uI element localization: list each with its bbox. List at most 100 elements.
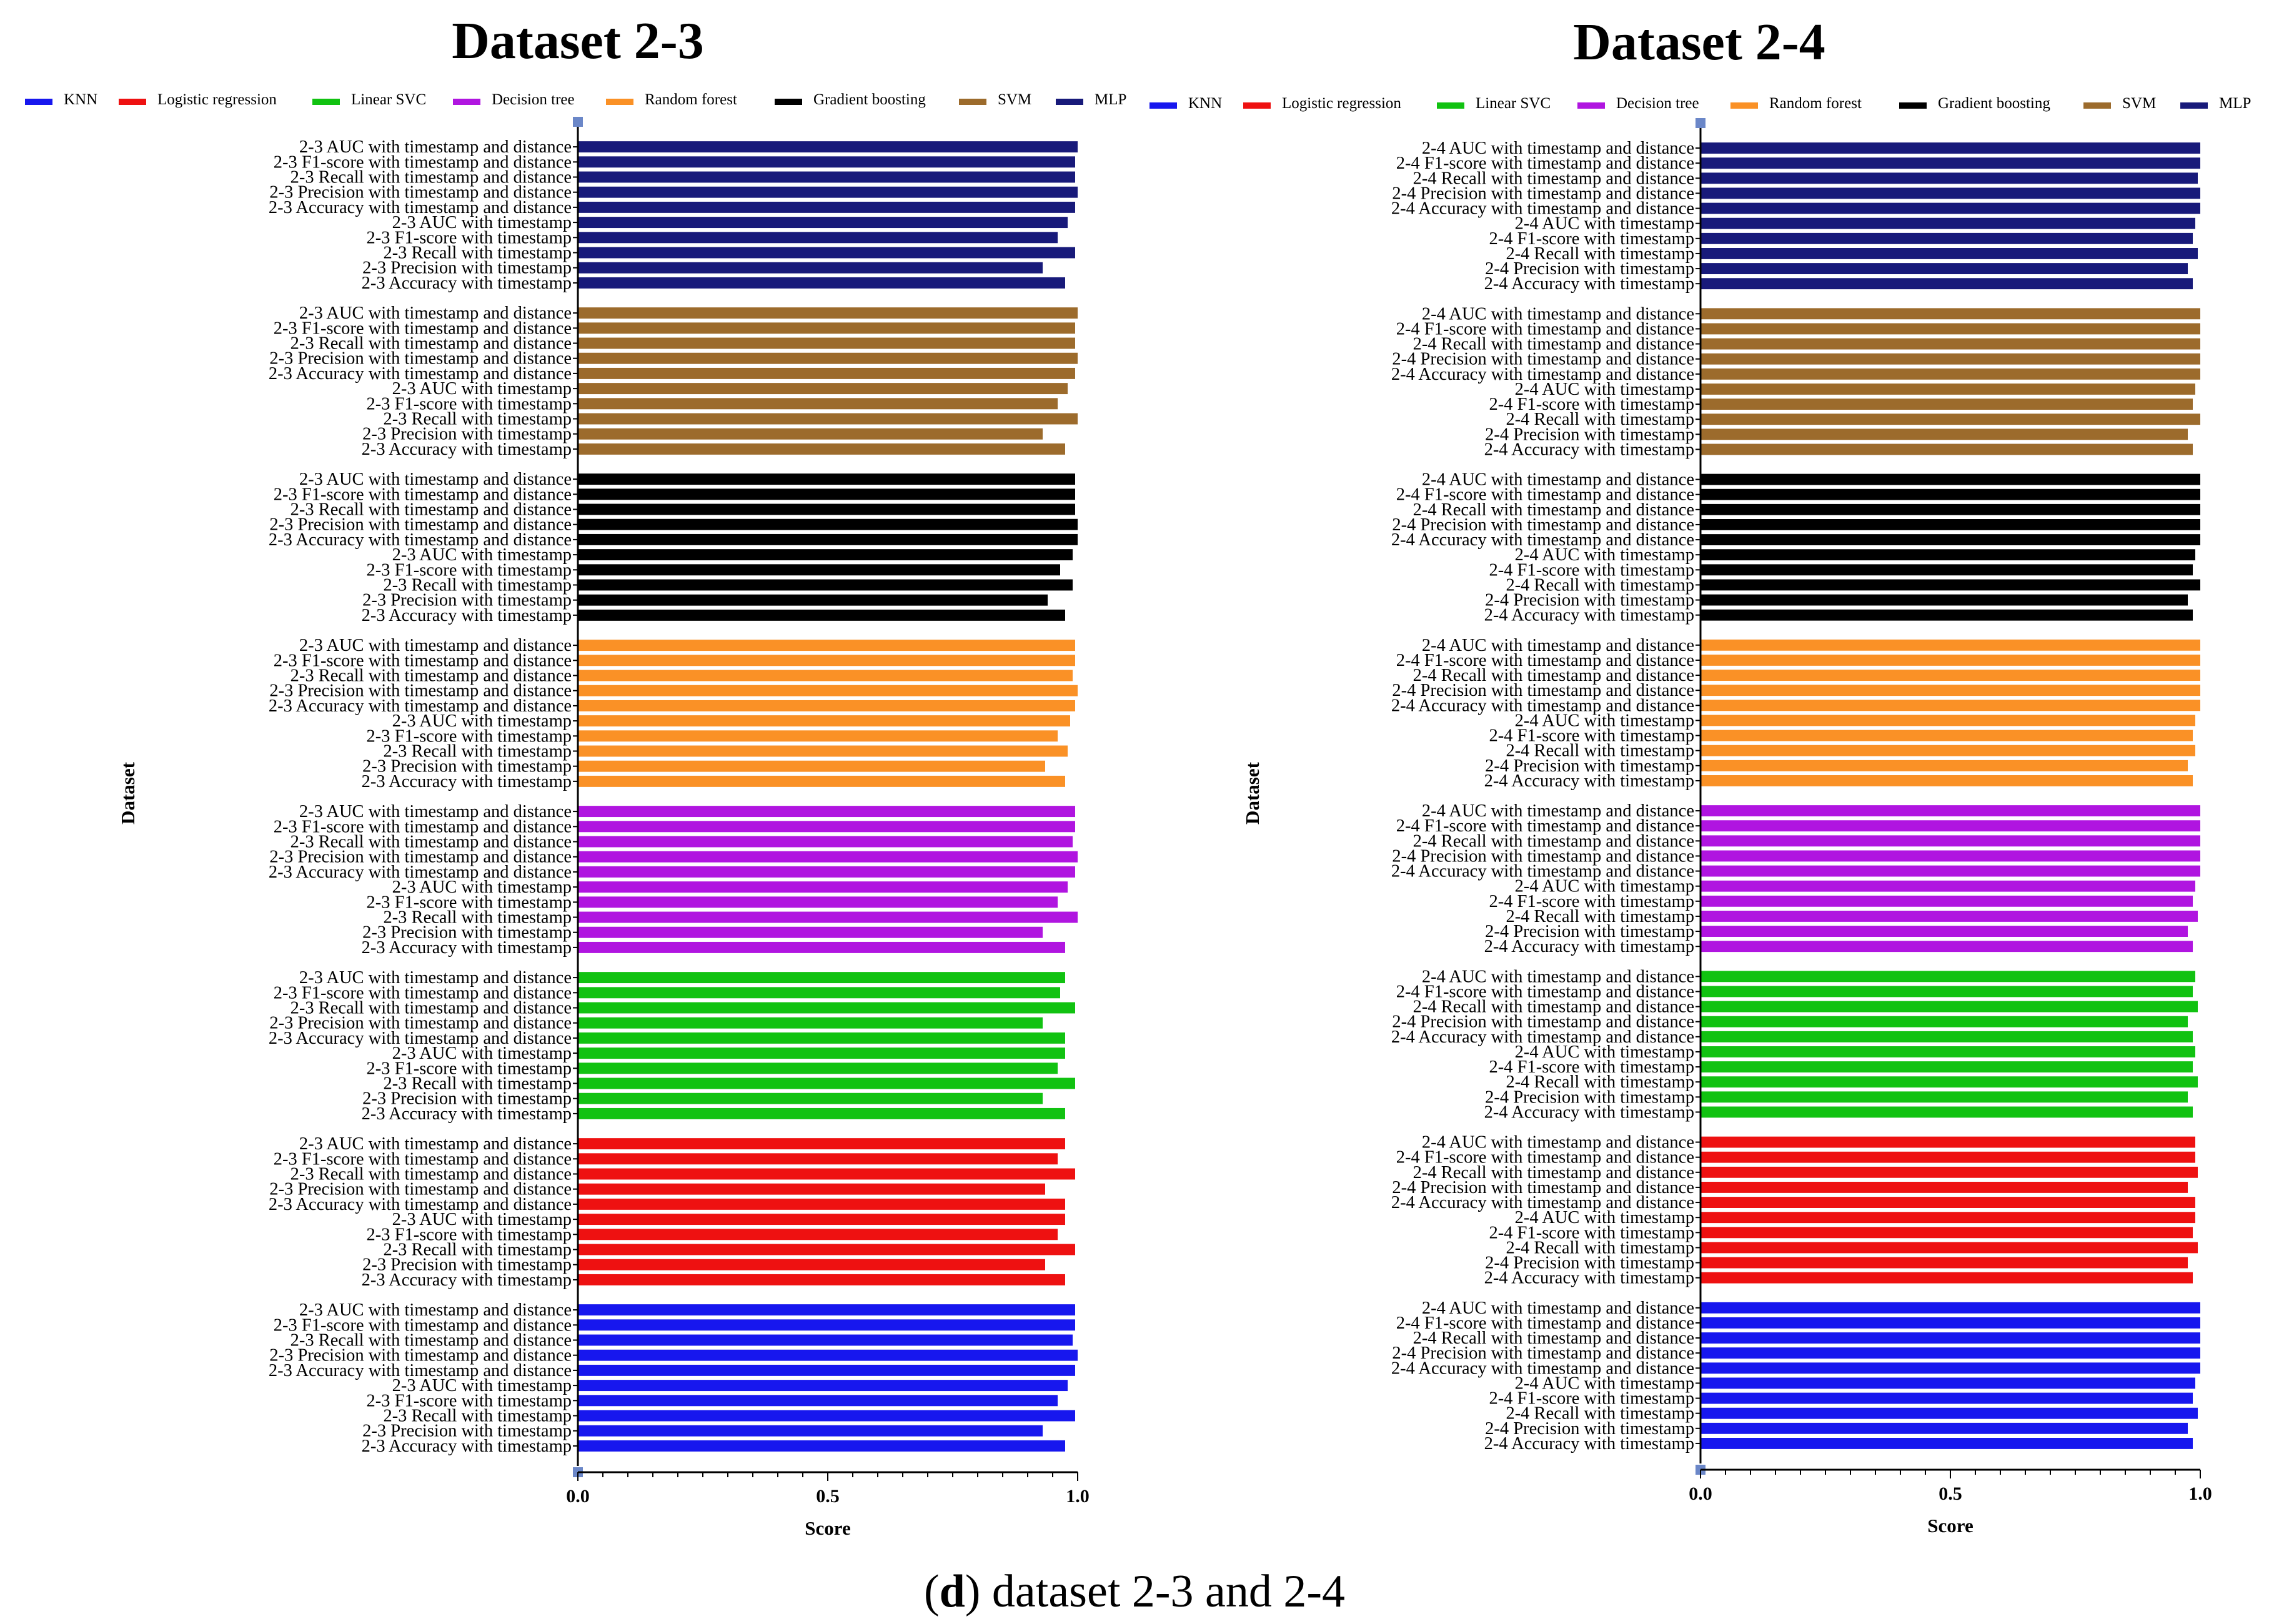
bar [578, 1092, 1043, 1104]
category-label: 2-3 Precision with timestamp [362, 923, 572, 943]
bar [1701, 1317, 2200, 1329]
category-label: 2-4 Accuracy with timestamp [1484, 440, 1694, 459]
category-label: 2-3 F1-score with timestamp [367, 1059, 572, 1078]
category-label: 2-4 F1-score with timestamp [1489, 1223, 1695, 1242]
legend-swatch [2083, 102, 2111, 109]
bar [578, 383, 1068, 395]
category-label: 2-3 Accuracy with timestamp [362, 440, 572, 459]
bar [1701, 428, 2188, 440]
bar [578, 232, 1058, 244]
legend-item-knn: KNN [25, 91, 97, 108]
legend-item-decision-tree: Decision tree [1577, 95, 1699, 112]
bar [1701, 549, 2195, 561]
category-label: 2-4 Recall with timestamp [1506, 1404, 1694, 1423]
category-label: 2-4 Precision with timestamp [1485, 425, 1694, 444]
bar [1701, 745, 2195, 756]
bar [1701, 1272, 2193, 1284]
y-axis-marker-top [573, 117, 583, 127]
bar [1701, 278, 2193, 290]
axes: 0.0 0.5 1.0 Score Dataset [1241, 118, 2212, 1537]
bar [1701, 941, 2193, 953]
category-label: 2-4 Recall with timestamp [1506, 907, 1694, 926]
category-label: 2-4 AUC with timestamp and distance [1422, 1133, 1694, 1152]
category-label: 2-3 Precision with timestamp and distanc… [269, 1180, 572, 1199]
bar [578, 322, 1075, 334]
bar [1701, 1407, 2198, 1419]
category-label: 2-4 Accuracy with timestamp and distance [1391, 530, 1694, 550]
legend-item-linear-svc: Linear SVC [1437, 95, 1551, 112]
category-label: 2-3 AUC with timestamp [392, 711, 572, 731]
category-label: 2-3 Recall with timestamp [383, 908, 572, 928]
category-label: 2-4 Recall with timestamp and distance [1413, 169, 1694, 188]
bar [1701, 338, 2200, 350]
category-label: 2-3 Precision with timestamp and distanc… [269, 848, 572, 867]
category-label: 2-4 Accuracy with timestamp and distance [1391, 199, 1694, 219]
bar [1701, 413, 2200, 425]
category-label: 2-3 Accuracy with timestamp and distance [269, 198, 572, 217]
category-label: 2-3 Recall with timestamp and distance [290, 666, 572, 686]
category-label: 2-3 Precision with timestamp and distanc… [269, 349, 572, 369]
bar [1701, 263, 2188, 274]
bar [578, 745, 1068, 757]
legend-item-decision-tree: Decision tree [453, 91, 575, 108]
bar [578, 941, 1065, 953]
category-label: 2-4 Precision with timestamp [1485, 1087, 1694, 1107]
bar [578, 1364, 1075, 1376]
bar [578, 655, 1075, 666]
bar [578, 1259, 1045, 1270]
category-label: 2-4 Accuracy with timestamp and distance [1391, 862, 1694, 881]
legend-label: KNN [1188, 95, 1222, 112]
category-label: 2-4 AUC with timestamp [1515, 1208, 1694, 1227]
bar [1701, 1302, 2200, 1314]
x-tick-label: 1.0 [2188, 1483, 2212, 1504]
bar [1701, 1106, 2193, 1118]
category-label: 2-3 F1-score with timestamp [367, 893, 572, 912]
bar-group-logistic-regression [1696, 1136, 2198, 1284]
category-label: 2-4 Accuracy with timestamp [1484, 937, 1694, 956]
bar [1701, 1212, 2195, 1224]
bar [1701, 986, 2193, 998]
category-label: 2-3 Precision with timestamp [362, 259, 572, 278]
bar [578, 247, 1075, 259]
legend-item-gradient-boosting: Gradient boosting [1899, 95, 2050, 112]
legend-item-svm: SVM [959, 91, 1031, 108]
category-label: 2-3 F1-score with timestamp [367, 1391, 572, 1410]
category-label: 2-4 AUC with timestamp [1515, 545, 1694, 565]
category-label: 2-3 AUC with timestamp [392, 878, 572, 897]
bar [578, 1395, 1058, 1407]
bar [578, 141, 1078, 153]
category-label: 2-3 AUC with timestamp and distance [299, 304, 572, 323]
chart-title: Dataset 2-3 [452, 12, 704, 70]
legend-swatch [959, 99, 986, 105]
bar [578, 1229, 1058, 1240]
category-label: 2-3 F1-score with timestamp and distance [274, 817, 572, 836]
legend: KNN Logistic regression Linear SVC Decision… [25, 91, 1126, 108]
x-tick-label: 0.5 [816, 1486, 840, 1507]
category-label: 2-3 AUC with timestamp and distance [299, 470, 572, 489]
bar [578, 700, 1075, 711]
caption-open: ( [924, 1566, 940, 1617]
bar [1701, 700, 2200, 711]
category-label: 2-3 Recall with timestamp [383, 1074, 572, 1094]
category-label: 2-3 Accuracy with timestamp [362, 1104, 572, 1124]
category-label: 2-4 F1-score with timestamp and distance [1396, 485, 1694, 505]
bar [1701, 880, 2195, 892]
category-label: 2-3 AUC with timestamp and distance [299, 636, 572, 655]
legend-item-logistic-regression: Logistic regression [119, 91, 277, 108]
bar-group-logistic-regression [573, 1138, 1075, 1285]
category-label: 2-4 AUC with timestamp and distance [1422, 304, 1694, 324]
bar [578, 911, 1078, 923]
bar [578, 670, 1073, 681]
bar [578, 1168, 1075, 1180]
legend-label: Decision tree [1616, 95, 1699, 112]
bar [1701, 685, 2200, 696]
y-axis-title: Dataset [117, 761, 139, 824]
category-labels: 2-3 AUC with timestamp and distance 2-3 F… [269, 137, 572, 1456]
category-label: 2-4 Accuracy with timestamp [1484, 274, 1694, 294]
category-label: 2-3 Accuracy with timestamp [362, 772, 572, 791]
x-tick-label: 0.5 [1939, 1483, 1962, 1504]
category-label: 2-4 F1-score with timestamp and distance [1396, 154, 1694, 173]
bar [578, 277, 1065, 289]
category-label: 2-3 Recall with timestamp and distance [290, 999, 572, 1018]
category-label: 2-4 AUC with timestamp and distance [1422, 470, 1694, 490]
